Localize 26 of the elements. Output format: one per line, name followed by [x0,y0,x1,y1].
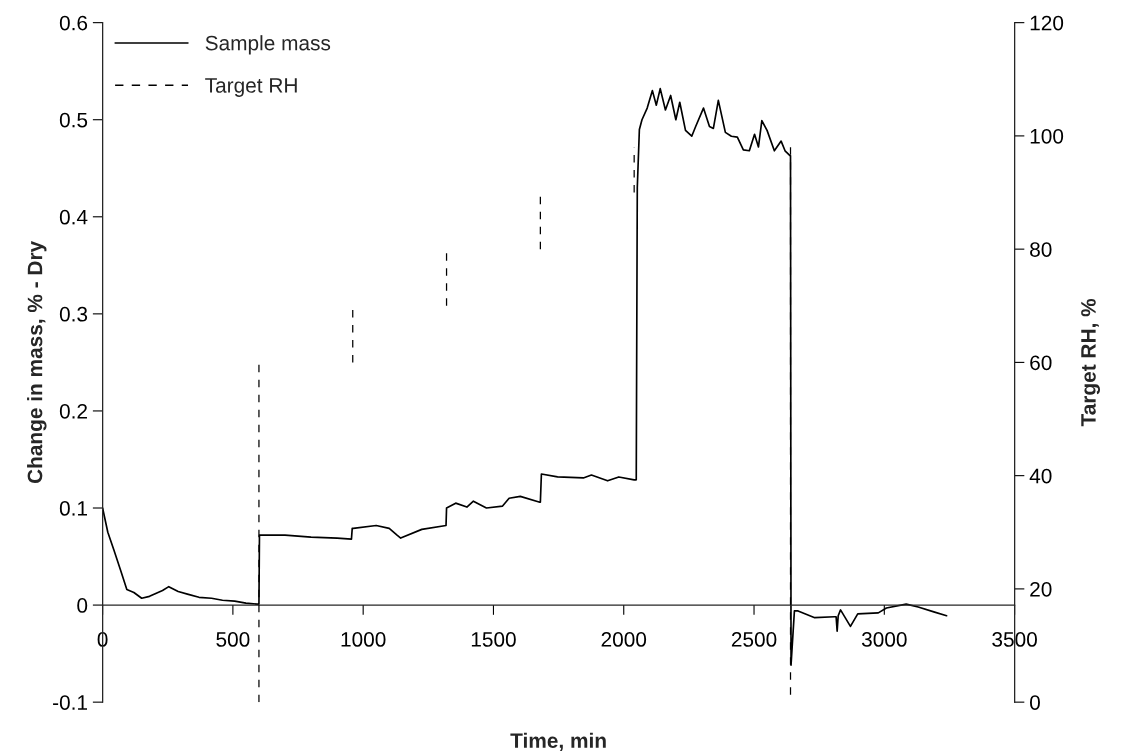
y2-tick-label: 100 [1030,128,1064,144]
y2-tick-label: 0 [1030,695,1040,710]
y-tick-label: 0.5 [59,112,88,128]
x-tick-label: 1500 [471,632,516,647]
x-tick-label: 2000 [601,632,647,647]
x-axis-title: Time, min [510,732,606,752]
y-tick-label: 0.2 [59,403,87,419]
y-tick-label: 0.1 [59,501,87,516]
y2-tick-label: 80 [1030,242,1052,257]
y2-tick-label: 60 [1030,355,1052,371]
legend-label: Target RH [205,78,297,97]
x-tick-label: 3000 [861,632,907,647]
legend-label: Sample mass [205,35,331,55]
x-tick-label: 500 [216,632,250,647]
y2-tick-label: 40 [1029,468,1052,484]
y2-tick-label: 20 [1030,581,1052,597]
y-tick-label: 0.4 [59,209,88,225]
y-axis-title: Change in mass, % - Dry [27,240,47,484]
y-tick-label: -0.1 [53,695,87,710]
y2-axis-title: Target RH, % [1081,298,1101,427]
x-tick-label: 1000 [341,632,386,647]
x-tick-label: 2500 [731,632,777,647]
y-tick-label: 0.3 [59,306,88,322]
y2-tick-label: 120 [1030,15,1064,31]
y-tick-label: 0.6 [59,15,88,31]
y-tick-label: 0 [77,598,88,613]
